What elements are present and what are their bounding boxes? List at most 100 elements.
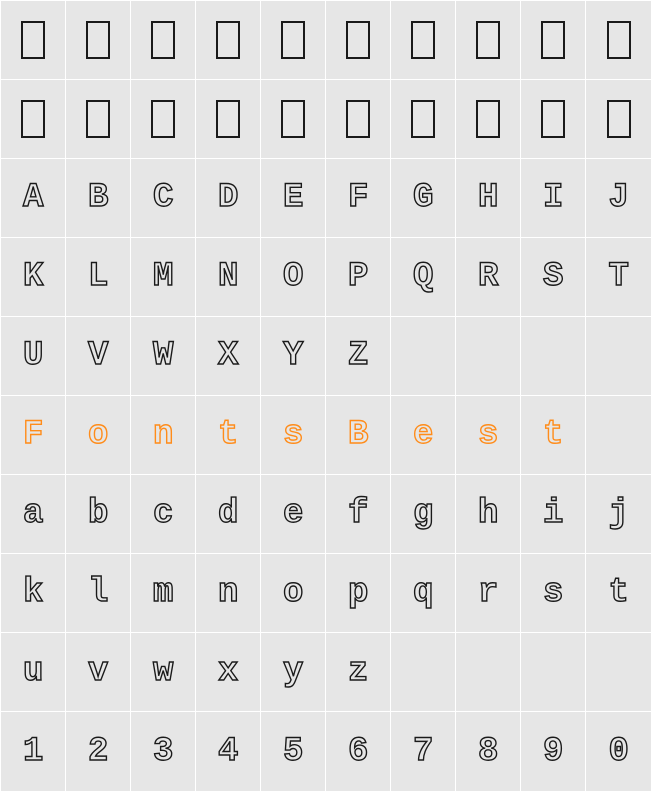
glyph-cell (66, 1, 131, 80)
glyph: K (23, 260, 43, 294)
glyph-cell (1, 1, 66, 80)
glyph-cell: 1 (1, 712, 66, 791)
glyph-cell (456, 633, 521, 712)
glyph: k (23, 576, 43, 610)
glyph-cell (586, 633, 651, 712)
glyph: 1 (23, 735, 43, 769)
glyph: q (413, 576, 433, 610)
glyph: p (348, 576, 368, 610)
missing-glyph-icon (21, 100, 45, 138)
glyph: x (218, 655, 238, 689)
glyph-cell (521, 80, 586, 159)
glyph: n (218, 576, 238, 610)
glyph: 5 (283, 735, 303, 769)
glyph-cell: t (196, 396, 261, 475)
glyph-cell: c (131, 475, 196, 554)
glyph-cell (586, 1, 651, 80)
glyph-cell: o (66, 396, 131, 475)
glyph: w (153, 655, 173, 689)
glyph: G (413, 181, 433, 215)
glyph-cell: 8 (456, 712, 521, 791)
glyph-cell (391, 633, 456, 712)
glyph: 3 (153, 735, 173, 769)
glyph-cell: 2 (66, 712, 131, 791)
glyph: t (543, 418, 563, 452)
glyph-cell: u (1, 633, 66, 712)
missing-glyph-icon (86, 21, 110, 59)
glyph-cell: I (521, 159, 586, 238)
glyph-cell: O (261, 238, 326, 317)
glyph-cell: H (456, 159, 521, 238)
missing-glyph-icon (151, 21, 175, 59)
glyph-cell: q (391, 554, 456, 633)
glyph-cell: v (66, 633, 131, 712)
glyph: s (283, 418, 303, 452)
glyph: t (609, 576, 629, 610)
glyph-cell: s (261, 396, 326, 475)
glyph: s (543, 576, 563, 610)
glyph: g (413, 497, 433, 531)
glyph-cell (261, 80, 326, 159)
glyph: j (609, 497, 629, 531)
glyph-cell (521, 1, 586, 80)
glyph: 7 (413, 735, 433, 769)
glyph: 8 (478, 735, 498, 769)
missing-glyph-icon (281, 100, 305, 138)
glyph: 4 (218, 735, 238, 769)
missing-glyph-icon (411, 100, 435, 138)
glyph-cell: m (131, 554, 196, 633)
glyph-cell (391, 317, 456, 396)
glyph-cell: Y (261, 317, 326, 396)
glyph-cell: n (196, 554, 261, 633)
glyph: 0 (609, 735, 629, 769)
glyph-cell: W (131, 317, 196, 396)
glyph: Z (348, 339, 368, 373)
glyph-cell: 9 (521, 712, 586, 791)
missing-glyph-icon (346, 100, 370, 138)
missing-glyph-icon (151, 100, 175, 138)
missing-glyph-icon (216, 21, 240, 59)
glyph-cell: p (326, 554, 391, 633)
glyph-cell: e (261, 475, 326, 554)
missing-glyph-icon (216, 100, 240, 138)
glyph-cell: T (586, 238, 651, 317)
missing-glyph-icon (607, 100, 631, 138)
glyph: h (478, 497, 498, 531)
glyph: t (218, 418, 238, 452)
glyph-cell (586, 396, 651, 475)
glyph: b (88, 497, 108, 531)
glyph: y (283, 655, 303, 689)
glyph: A (23, 181, 43, 215)
glyph-cell: i (521, 475, 586, 554)
glyph: i (543, 497, 563, 531)
glyph-cell: C (131, 159, 196, 238)
glyph: c (153, 497, 173, 531)
glyph-cell: o (261, 554, 326, 633)
glyph: U (23, 339, 43, 373)
glyph: O (283, 260, 303, 294)
glyph-cell: X (196, 317, 261, 396)
glyph: 9 (543, 735, 563, 769)
glyph: B (348, 418, 368, 452)
glyph: P (348, 260, 368, 294)
missing-glyph-icon (411, 21, 435, 59)
glyph: L (88, 260, 108, 294)
glyph-cell: s (521, 554, 586, 633)
missing-glyph-icon (21, 21, 45, 59)
glyph-cell: t (521, 396, 586, 475)
glyph-cell: l (66, 554, 131, 633)
glyph-cell: M (131, 238, 196, 317)
glyph-cell: 0 (586, 712, 651, 791)
glyph-cell (456, 317, 521, 396)
glyph: 6 (348, 735, 368, 769)
glyph: S (543, 260, 563, 294)
glyph-cell (326, 80, 391, 159)
glyph: H (478, 181, 498, 215)
glyph: o (88, 418, 108, 452)
glyph-cell (196, 80, 261, 159)
glyph-cell (131, 80, 196, 159)
glyph-cell (261, 1, 326, 80)
glyph: d (218, 497, 238, 531)
glyph-cell (456, 1, 521, 80)
glyph: f (348, 497, 368, 531)
